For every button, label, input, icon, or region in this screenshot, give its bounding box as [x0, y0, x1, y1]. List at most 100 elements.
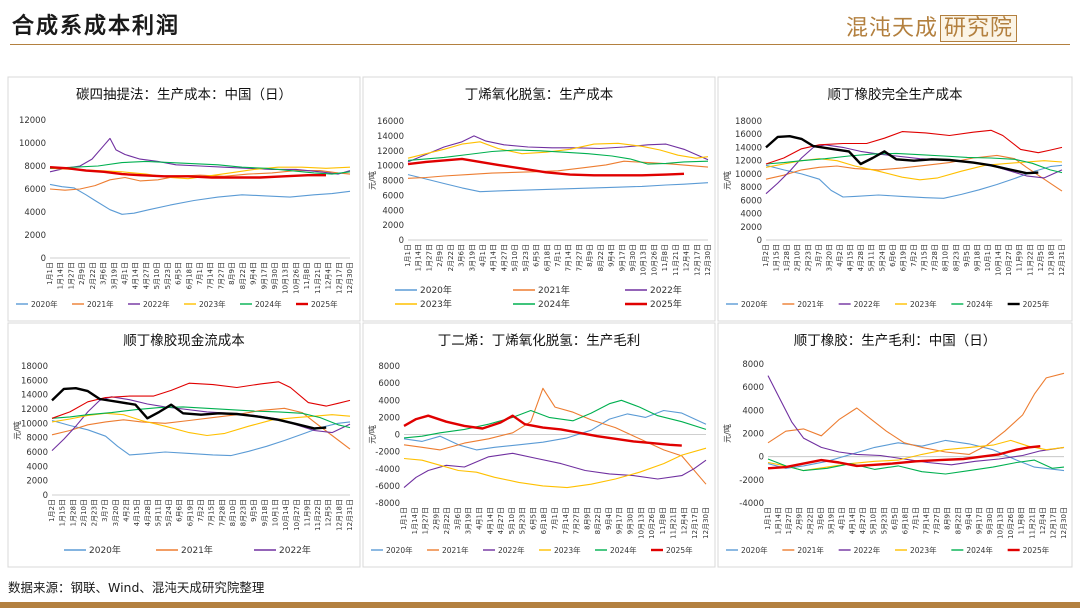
chart-panel-4: 顺丁橡胶现金流成本 0 2000 4000 6000 8000 10000 12000 1400… [7, 322, 361, 568]
x-tick-label: 10月1日 [984, 244, 992, 271]
y-tick-label: 16000 [735, 130, 762, 140]
series-line-2024年 [765, 152, 1063, 174]
x-tick-label: 8月9日 [586, 244, 594, 267]
x-tick-label: 6月5日 [175, 262, 183, 285]
y-tick-label: 16000 [377, 117, 404, 127]
x-tick-label: 9月5日 [963, 244, 971, 267]
x-tick-label: 12月4日 [683, 244, 691, 271]
legend-label: 2023年 [910, 299, 937, 309]
legend-item: 2023年 [184, 299, 226, 309]
series-line-2025年 [765, 134, 1039, 175]
legend-item: 2024年 [951, 299, 993, 309]
legend-label: 2024年 [966, 545, 993, 555]
x-tick-label: 7月27日 [217, 262, 225, 289]
chart-frame [7, 322, 361, 568]
legend-label: 2021年 [442, 545, 469, 555]
y-tick-label: 6000 [740, 196, 762, 206]
x-tick-label: 7月15日 [921, 244, 929, 271]
legend-label: 2022年 [854, 299, 881, 309]
series-line-2020年 [49, 183, 351, 215]
x-tick-label: 8月9日 [944, 507, 952, 530]
series-line-2020年 [51, 419, 351, 457]
legend-item: 2023年 [895, 545, 937, 555]
x-tick-label: 4月15日 [133, 499, 141, 526]
y-tick-label: -2000 [375, 448, 400, 458]
x-tick-label: 6月5日 [891, 507, 899, 530]
x-tick-label: 4月27日 [859, 507, 867, 534]
x-tick-label: 1月27日 [425, 244, 433, 271]
series-line-2025年 [767, 445, 1041, 470]
chart-panel-6: 顺丁橡胶：生产毛利：中国（日） -4000 -2000 0 2000 4000 6000 80… [717, 322, 1073, 568]
x-tick-label: 10月13日 [282, 262, 290, 294]
y-tick-label: 4000 [26, 462, 48, 472]
y-tick-label: 0 [757, 236, 762, 246]
x-tick-label: 6月6日 [889, 244, 897, 267]
legend-label: 2021年 [87, 299, 114, 309]
x-tick-label: 9月4日 [608, 244, 616, 267]
x-tick-label: 5月23日 [164, 262, 172, 289]
legend-label: 2020年 [420, 284, 452, 296]
x-tick-label: 9月4日 [965, 507, 973, 530]
chart-panel-5: 丁二烯：丁烯氧化脱氢：生产毛利 -8000 -6000 -4000 -2000 0 2000… [362, 322, 716, 568]
x-tick-label: 4月1日 [838, 507, 846, 530]
series-line-2025年 [49, 166, 326, 179]
series-line-2025年 [407, 157, 685, 177]
x-tick-label: 12月17日 [693, 244, 701, 276]
legend-label: 2021年 [538, 284, 570, 296]
x-tick-label: 3月20日 [112, 499, 120, 526]
x-tick-label: 12月30日 [346, 262, 354, 294]
chart-panel-3: 顺丁橡胶完全生产成本 0 2000 4000 6000 8000 10000 12000 140… [717, 76, 1073, 322]
legend-label: 2022年 [498, 545, 525, 555]
x-tick-label: 4月14日 [490, 244, 498, 271]
x-tick-label: 7月2日 [197, 499, 205, 522]
legend-label: 2023年 [554, 545, 581, 555]
legend-label: 2022年 [650, 284, 682, 296]
y-tick-label: 4000 [24, 208, 46, 218]
x-tick-label: 10月26日 [292, 262, 300, 294]
x-tick-label: 8月9日 [583, 507, 591, 530]
x-tick-label: 8月9日 [228, 262, 236, 285]
x-tick-label: 12月17日 [691, 507, 699, 539]
x-tick-label: 7月27日 [573, 507, 581, 534]
series-line-2021年 [767, 372, 1065, 455]
chart-frame [362, 322, 716, 568]
x-tick-label: 10月26日 [1007, 507, 1015, 539]
legend-item: 2022年 [483, 545, 525, 555]
x-tick-label: 4月27日 [500, 244, 508, 271]
chart-title: 丁烯氧化脱氢：生产成本 [465, 87, 614, 103]
legend-label: 2024年 [538, 298, 570, 310]
x-tick-label: 11月8日 [661, 244, 669, 271]
y-tick-label: -4000 [739, 499, 764, 509]
y-tick-label: 8000 [742, 360, 764, 370]
y-tick-label: 0 [759, 453, 764, 463]
x-tick-label: 1月1日 [764, 507, 772, 530]
x-tick-label: 5月11日 [868, 244, 876, 271]
legend-label: 2025年 [1023, 545, 1050, 555]
x-tick-label: 7月14日 [562, 507, 570, 534]
x-tick-label: 1月2日 [48, 499, 56, 522]
x-tick-label: 3月7日 [101, 499, 109, 522]
y-tick-label: 0 [399, 236, 404, 246]
legend-label: 2022年 [279, 544, 311, 556]
series-line-2025年 [403, 414, 682, 447]
series-line-2022年 [49, 137, 351, 175]
x-tick-label: 8月22日 [594, 507, 602, 534]
x-tick-label: 7月1日 [912, 507, 920, 530]
chart-title: 碳四抽提法：生产成本：中国（日） [76, 87, 292, 103]
y-tick-label: 0 [395, 431, 400, 441]
legend-label: 2025年 [650, 298, 682, 310]
legend-item: 2021年 [513, 284, 570, 296]
x-tick-label: 6月6日 [176, 499, 184, 522]
y-tick-label: 8000 [382, 177, 404, 187]
y-tick-label: 2000 [742, 430, 764, 440]
series-line-2024年 [403, 399, 707, 439]
x-tick-label: 11月21日 [314, 262, 322, 294]
brand-logo: 混沌天成 研究院 [846, 10, 1018, 42]
x-tick-label: 4月1日 [121, 262, 129, 285]
x-tick-label: 11月22日 [1026, 244, 1034, 276]
x-tick-label: 5月11日 [154, 499, 162, 526]
x-tick-label: 7月15日 [208, 499, 216, 526]
x-tick-label: 11月21日 [670, 507, 678, 539]
x-tick-label: 4月14日 [132, 262, 140, 289]
x-tick-label: 1月28日 [783, 244, 791, 271]
